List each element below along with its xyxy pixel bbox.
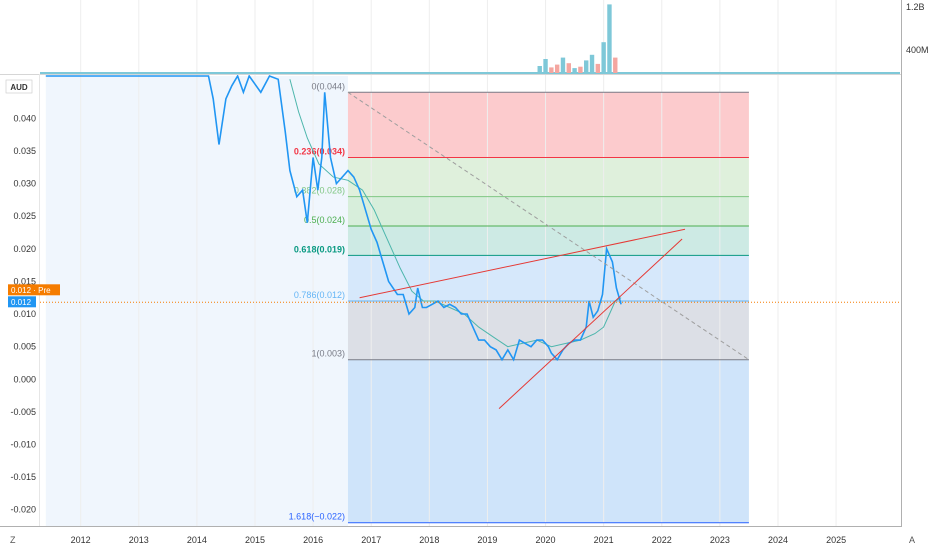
fib-zone <box>347 196 749 226</box>
x-tick-label: 2018 <box>419 535 439 545</box>
volume-bar <box>554 64 560 73</box>
x-tick-label: 2017 <box>361 535 381 545</box>
x-tick-label: 2015 <box>245 535 265 545</box>
volume-bar <box>572 68 577 73</box>
trend-line[interactable] <box>498 238 683 409</box>
y-tick-label: -0.015 <box>10 472 36 482</box>
y-tick-label: 0.035 <box>13 146 36 156</box>
x-tick-label: 2016 <box>303 535 323 545</box>
y-tick-label: -0.020 <box>10 505 36 515</box>
fib-zone <box>347 92 749 158</box>
volume-bar <box>549 67 554 73</box>
fibonacci-zones <box>347 92 749 523</box>
fibonacci-levels[interactable]: 0(0.044) 0.236(0.034) 0.382(0.028) 0.5(0.02… <box>289 81 749 524</box>
fib-zone <box>347 157 749 197</box>
fib-level-label: 0(0.044) <box>311 81 345 91</box>
vertical-grid <box>80 0 837 526</box>
fib-level-label: 1.618(−0.022) <box>289 512 345 522</box>
fib-level-label: 0.236(0.034) <box>294 147 345 157</box>
volume-bar <box>589 54 595 73</box>
x-axis[interactable]: 2012 2013 2014 2015 2016 2017 2018 2019 2020 2021… <box>71 535 846 545</box>
fib-level-label: 0.786(0.012) <box>294 290 345 300</box>
volume-tick-label: 1.2B <box>906 2 925 12</box>
volume-bar <box>613 57 618 73</box>
currency-label: AUD <box>10 83 28 92</box>
x-tick-label: 2023 <box>710 535 730 545</box>
volume-bar <box>543 59 548 73</box>
volume-tick-label: 400M <box>906 45 929 55</box>
y-tick-label: 0.000 <box>13 374 36 384</box>
price-badges: 0.012 · Pre 0.012 <box>8 284 60 308</box>
y-tick-label: 0.005 <box>13 342 36 352</box>
last-price-text: 0.012 <box>11 298 32 307</box>
auto-scale-button[interactable]: A <box>909 535 915 545</box>
y-tick-label: 0.015 <box>13 276 36 286</box>
x-tick-label: 2025 <box>826 535 846 545</box>
fib-trend-line[interactable] <box>347 91 750 361</box>
fib-level-label: 0.5(0.024) <box>304 215 345 225</box>
x-tick-label: 2013 <box>129 535 149 545</box>
volume-bar <box>584 60 589 73</box>
price-line <box>45 74 622 362</box>
volume-bar <box>607 4 612 73</box>
x-tick-label: 2022 <box>652 535 672 545</box>
y-axis[interactable]: 0.040 0.035 0.030 0.025 0.020 0.015 0.010 0.005… <box>10 113 36 514</box>
zoom-reset-button[interactable]: Z <box>10 535 16 545</box>
volume-bar <box>537 66 542 73</box>
y-tick-label: 0.030 <box>13 179 36 189</box>
trend-lines[interactable] <box>359 228 686 409</box>
volume-bar <box>566 63 571 73</box>
fib-level-label: 0.382(0.028) <box>294 186 345 196</box>
y-tick-label: 0.025 <box>13 211 36 221</box>
fib-zone <box>347 255 749 301</box>
volume-bar <box>595 63 601 73</box>
fib-zone <box>347 301 749 360</box>
volume-bar <box>578 66 583 73</box>
fib-level-label: 0.618(0.019) <box>294 244 345 254</box>
currency-badge[interactable] <box>5 79 33 94</box>
volume-axis: 1.2B 400M <box>906 2 929 55</box>
premarket-price-text: 0.012 · Pre <box>11 286 51 295</box>
x-tick-label: 2024 <box>768 535 788 545</box>
fib-level-label: 1(0.003) <box>311 349 345 359</box>
y-tick-label: 0.020 <box>13 244 36 254</box>
fib-zone <box>347 359 749 523</box>
premarket-price-badge <box>8 284 60 296</box>
volume-bars <box>40 4 900 74</box>
x-tick-label: 2014 <box>187 535 207 545</box>
volume-panel <box>0 0 902 74</box>
volume-bar <box>601 42 606 73</box>
x-tick-label: 2021 <box>594 535 614 545</box>
y-tick-label: -0.005 <box>10 407 36 417</box>
y-tick-label: 0.040 <box>13 113 36 123</box>
last-price-badge <box>8 296 36 308</box>
y-tick-label: 0.010 <box>13 309 36 319</box>
trend-line[interactable] <box>359 228 686 299</box>
fib-zone <box>347 226 749 256</box>
x-tick-label: 2012 <box>71 535 91 545</box>
volume-bar <box>560 57 566 73</box>
x-tick-label: 2020 <box>536 535 556 545</box>
y-tick-label: -0.010 <box>10 439 36 449</box>
x-tick-label: 2019 <box>477 535 497 545</box>
